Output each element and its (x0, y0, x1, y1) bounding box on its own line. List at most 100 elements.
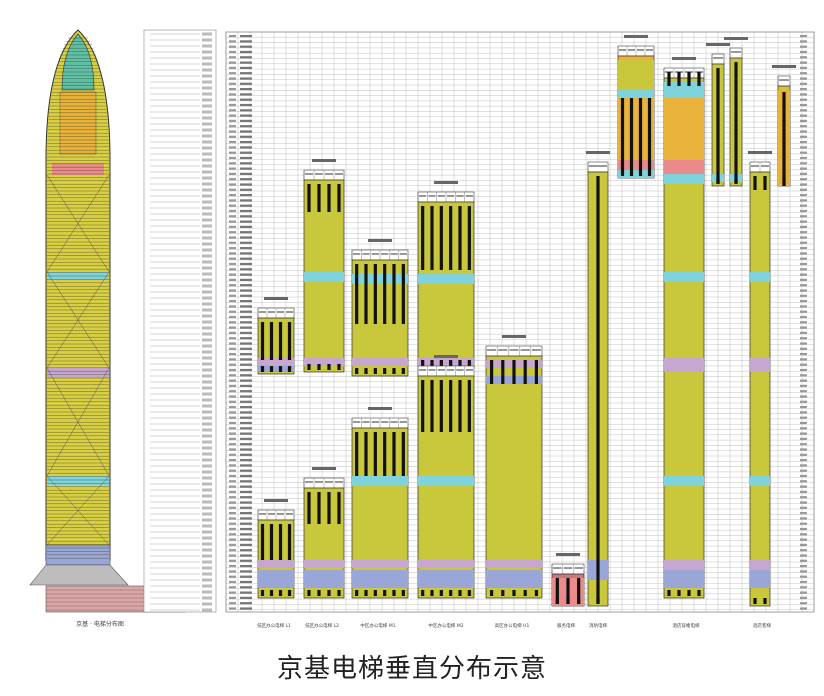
scale-label-mark (202, 596, 212, 600)
floor-number (229, 231, 236, 234)
group-title (772, 65, 796, 68)
floor-number-right (800, 580, 807, 584)
group-title (672, 57, 696, 60)
floor-number (229, 194, 236, 197)
elevator-car (523, 360, 527, 384)
floor-name (240, 151, 252, 154)
elevator-car (439, 380, 443, 432)
group-title (434, 181, 458, 184)
floor-number-right (800, 262, 807, 266)
floor-number-right (800, 88, 807, 91)
header-text (646, 49, 653, 51)
elevator-pit (260, 590, 265, 596)
scale-label-mark (202, 326, 212, 330)
header-text (498, 349, 508, 351)
scale-label-mark (202, 572, 212, 576)
elevator-pit (566, 598, 570, 604)
elevator-car (278, 524, 283, 560)
scale-label-mark (202, 590, 212, 594)
scale-label-mark (202, 218, 212, 222)
floor-number-right (800, 183, 807, 186)
group-caption-low-1: 低区办公电梯 L1 (257, 622, 291, 629)
shaft-band (486, 560, 542, 568)
floor-number (229, 209, 236, 213)
floor-number (229, 72, 236, 75)
floor-number (229, 596, 236, 599)
elevator-car (430, 206, 434, 270)
elevator-car (317, 492, 321, 524)
floor-number (229, 178, 236, 181)
floor-number (229, 278, 236, 281)
floor-number-right (800, 347, 807, 350)
elevator-pit (355, 590, 359, 596)
header-text (362, 253, 370, 255)
header-text (353, 421, 361, 423)
floor-number (229, 88, 236, 91)
scale-label-mark (202, 392, 212, 396)
elevator-pit (317, 364, 321, 370)
floor-number (229, 538, 236, 541)
elevator-car (577, 578, 581, 604)
mid-1-upper (351, 239, 409, 377)
scale-label-mark (202, 266, 212, 270)
floor-number-right (800, 315, 807, 319)
elevator-car (364, 264, 368, 324)
elevator-pit (269, 590, 274, 596)
shaft-band (352, 274, 408, 284)
high-1 (485, 335, 543, 599)
floor-number-right (800, 453, 807, 456)
elevator-pit (677, 590, 681, 596)
floor-name (240, 119, 252, 122)
elevator-car (383, 264, 387, 324)
elevator-pit (373, 590, 377, 596)
elevator-car (355, 264, 359, 324)
brace-line (46, 271, 110, 369)
floor-number-right (800, 247, 807, 250)
group-title (264, 499, 288, 502)
floor-name (240, 517, 252, 520)
scale-label-mark (202, 278, 212, 282)
header-text (325, 173, 333, 175)
floor-number (229, 188, 236, 191)
floor-name (240, 40, 252, 43)
floor-number (229, 517, 236, 520)
elevator-car (677, 72, 681, 86)
header-text (371, 253, 379, 255)
floor-name (240, 66, 252, 69)
tower-refuge-band-3 (47, 476, 109, 485)
floor-number-right (800, 172, 807, 175)
group-captions: 低区办公电梯 L1 低区办公电梯 L2 中区办公电梯 M1 中区办公电梯 M2 … (257, 622, 771, 629)
tower-silhouette (45, 29, 111, 561)
elevator-car (392, 432, 396, 476)
header-text (619, 49, 626, 51)
floor-number-right (800, 130, 807, 133)
floor-number (229, 464, 236, 467)
floor-number-right (800, 554, 807, 557)
shaft-band (618, 60, 654, 90)
shaft-band (418, 274, 474, 284)
floor-number-right (800, 45, 807, 48)
floor-name (240, 374, 252, 377)
floor-name (240, 459, 252, 462)
scale-label-mark (202, 458, 212, 462)
brace-line (46, 367, 110, 477)
elevator-car (327, 492, 331, 524)
floor-name (240, 300, 252, 303)
scale-label-mark (202, 314, 212, 318)
floor-name (240, 305, 252, 308)
floor-number-right (800, 61, 807, 64)
floor-number (229, 337, 236, 340)
scale-label-mark (202, 422, 212, 426)
scale-label-mark (202, 98, 212, 102)
floor-name (240, 93, 252, 96)
floor-name (240, 406, 252, 409)
scale-label-mark (202, 146, 212, 150)
elevator-pit (430, 360, 434, 366)
floor-number-right (800, 602, 807, 605)
floor-number (229, 199, 236, 202)
elevator-pit (667, 590, 671, 596)
floor-number (229, 167, 236, 170)
floor-number (229, 580, 236, 584)
elevator-pit (355, 368, 359, 374)
elevator-car (287, 524, 292, 560)
